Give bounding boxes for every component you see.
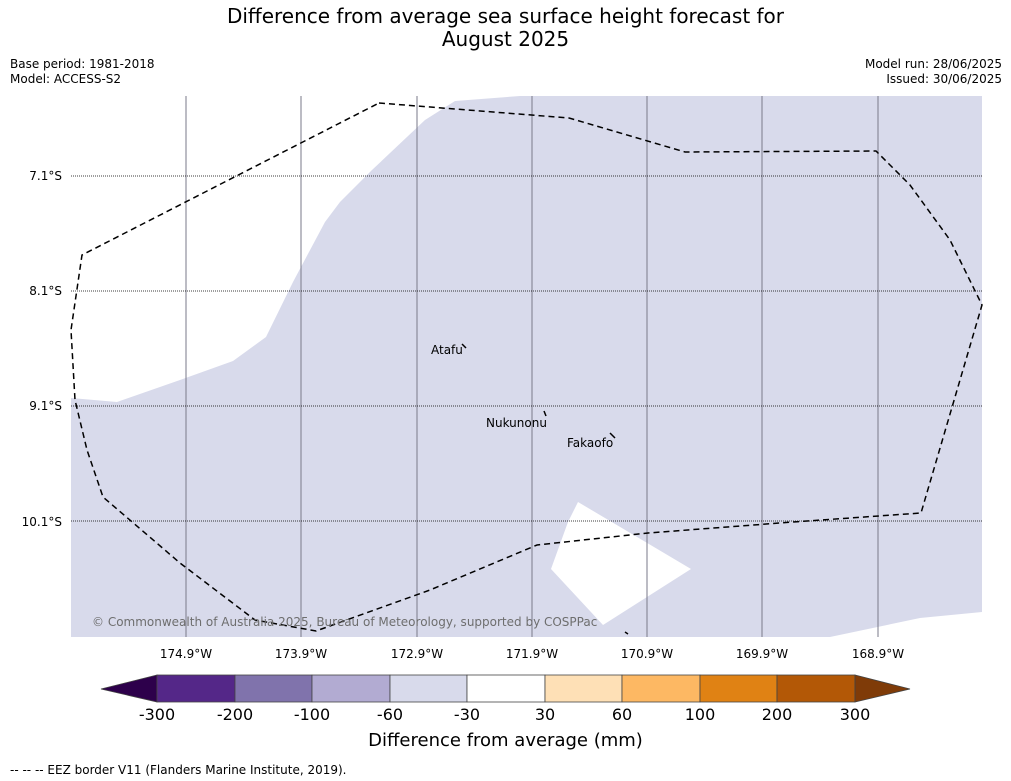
colorbar-tick: -100	[293, 705, 331, 724]
title-line-2: August 2025	[441, 27, 570, 51]
lon-label: 172.9°W	[390, 647, 444, 661]
colorbar-bin	[699, 674, 778, 703]
colorbar-tick: 300	[839, 705, 871, 724]
eez-legend-footer: -- -- -- EEZ border V11 (Flanders Marine…	[10, 763, 347, 777]
lon-label: 169.9°W	[735, 647, 789, 661]
copyright-text: © Commonwealth of Australia 2025, Bureau…	[92, 615, 597, 629]
base-period: Base period: 1981-2018	[10, 57, 155, 71]
colorbar-min-extend	[100, 674, 158, 703]
chart-title: Difference from average sea surface heig…	[0, 5, 1011, 51]
title-line-1: Difference from average sea surface heig…	[226, 4, 785, 28]
eez-border	[70, 102, 983, 632]
fakaofo-island	[609, 432, 616, 439]
colorbar-tick: -300	[138, 705, 176, 724]
model-name: Model: ACCESS-S2	[10, 72, 122, 86]
lon-label: 174.9°W	[159, 647, 213, 661]
lon-label: 170.9°W	[620, 647, 674, 661]
colorbar-bin	[621, 674, 701, 703]
nukunonu-island	[543, 410, 547, 417]
colorbar-tick: -200	[216, 705, 254, 724]
anomaly-region	[71, 96, 982, 637]
longitude-gridlines	[185, 96, 879, 637]
lon-label: 168.9°W	[851, 647, 905, 661]
place-atafu: Atafu	[431, 343, 463, 357]
colorbar-tick: 200	[761, 705, 793, 724]
lon-label: 171.9°W	[505, 647, 559, 661]
colorbar-bin	[234, 674, 313, 703]
meta-left: Base period: 1981-2018 Model: ACCESS-S2	[10, 57, 155, 87]
place-fakaofo: Fakaofo	[567, 436, 613, 450]
model-run: Model run: 28/06/2025	[864, 57, 1002, 71]
lon-label: 173.9°W	[274, 647, 328, 661]
colorbar-bin	[156, 674, 236, 703]
colorbar-bin	[311, 674, 391, 703]
small-island	[624, 631, 629, 635]
colorbar-tick: -30	[453, 705, 481, 724]
colorbar-bin	[389, 674, 468, 703]
colorbar-tick: -60	[376, 705, 404, 724]
map-area: Atafu Nukunonu Fakaofo © Commonwealth of…	[70, 96, 983, 637]
lat-label: 8.1°S	[29, 284, 62, 298]
colorbar-bin	[776, 674, 856, 703]
colorbar-title: Difference from average (mm)	[368, 730, 643, 751]
meta-right: Model run: 28/06/2025 Issued: 30/06/2025	[865, 57, 1002, 87]
colorbar-tick: 30	[534, 705, 556, 724]
colorbar-tick: 60	[611, 705, 633, 724]
colorbar-bin	[544, 674, 623, 703]
island-marks	[461, 343, 629, 635]
lat-label: 7.1°S	[29, 169, 62, 183]
atafu-island	[461, 343, 467, 349]
colorbar-max-extend	[854, 674, 911, 703]
colorbar-bin	[466, 674, 546, 703]
colorbar	[100, 674, 911, 703]
lat-label: 9.1°S	[29, 399, 62, 413]
place-nukunonu: Nukunonu	[486, 416, 547, 430]
issued-date: Issued: 30/06/2025	[886, 72, 1002, 86]
colorbar-tick: 100	[684, 705, 716, 724]
lat-label: 10.1°S	[21, 515, 62, 529]
